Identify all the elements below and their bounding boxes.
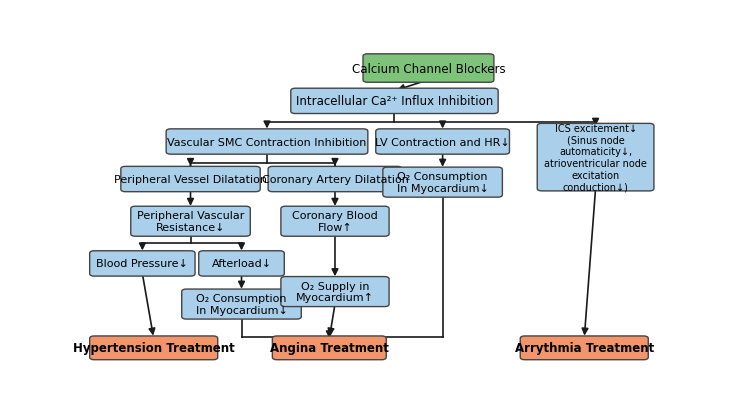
FancyBboxPatch shape <box>291 89 498 114</box>
Text: ICS excitement↓
(Sinus node
automaticity↓,
atrioventricular node
excitation
cond: ICS excitement↓ (Sinus node automaticity… <box>544 124 647 192</box>
Text: LV Contraction and HR↓: LV Contraction and HR↓ <box>375 137 510 147</box>
FancyBboxPatch shape <box>281 277 389 307</box>
Text: Coronary Artery Dilatation: Coronary Artery Dilatation <box>262 175 409 185</box>
FancyBboxPatch shape <box>268 167 402 192</box>
FancyBboxPatch shape <box>199 251 284 276</box>
Text: Coronary Blood
Flow↑: Coronary Blood Flow↑ <box>292 211 378 232</box>
FancyBboxPatch shape <box>166 130 368 155</box>
FancyBboxPatch shape <box>383 168 502 198</box>
Text: Peripheral Vascular
Resistance↓: Peripheral Vascular Resistance↓ <box>137 211 244 232</box>
Text: Peripheral Vessel Dilatation: Peripheral Vessel Dilatation <box>114 175 267 185</box>
FancyBboxPatch shape <box>281 207 389 237</box>
FancyBboxPatch shape <box>363 55 494 83</box>
FancyBboxPatch shape <box>273 336 386 360</box>
Text: Calcium Channel Blockers: Calcium Channel Blockers <box>352 62 505 75</box>
FancyBboxPatch shape <box>182 289 301 319</box>
FancyBboxPatch shape <box>131 207 250 237</box>
Text: O₂ Consumption
In Myocardium↓: O₂ Consumption In Myocardium↓ <box>196 294 287 315</box>
FancyBboxPatch shape <box>537 124 654 192</box>
FancyBboxPatch shape <box>90 251 195 276</box>
FancyBboxPatch shape <box>520 336 648 360</box>
Text: Vascular SMC Contraction Inhibition: Vascular SMC Contraction Inhibition <box>167 137 367 147</box>
Text: Intracellular Ca²⁺ Influx Inhibition: Intracellular Ca²⁺ Influx Inhibition <box>296 95 493 108</box>
Text: O₂ Supply in
Myocardium↑: O₂ Supply in Myocardium↑ <box>296 281 374 303</box>
Text: Blood Pressure↓: Blood Pressure↓ <box>96 259 189 269</box>
Text: Hypertension Treatment: Hypertension Treatment <box>73 341 235 354</box>
FancyBboxPatch shape <box>121 167 260 192</box>
Text: Angina Treatment: Angina Treatment <box>270 341 389 354</box>
FancyBboxPatch shape <box>376 130 510 155</box>
Text: Afterload↓: Afterload↓ <box>211 259 272 269</box>
Text: Arrythmia Treatment: Arrythmia Treatment <box>515 341 654 354</box>
Text: O₂ Consumption
In Myocardium↓: O₂ Consumption In Myocardium↓ <box>397 172 488 194</box>
FancyBboxPatch shape <box>90 336 218 360</box>
